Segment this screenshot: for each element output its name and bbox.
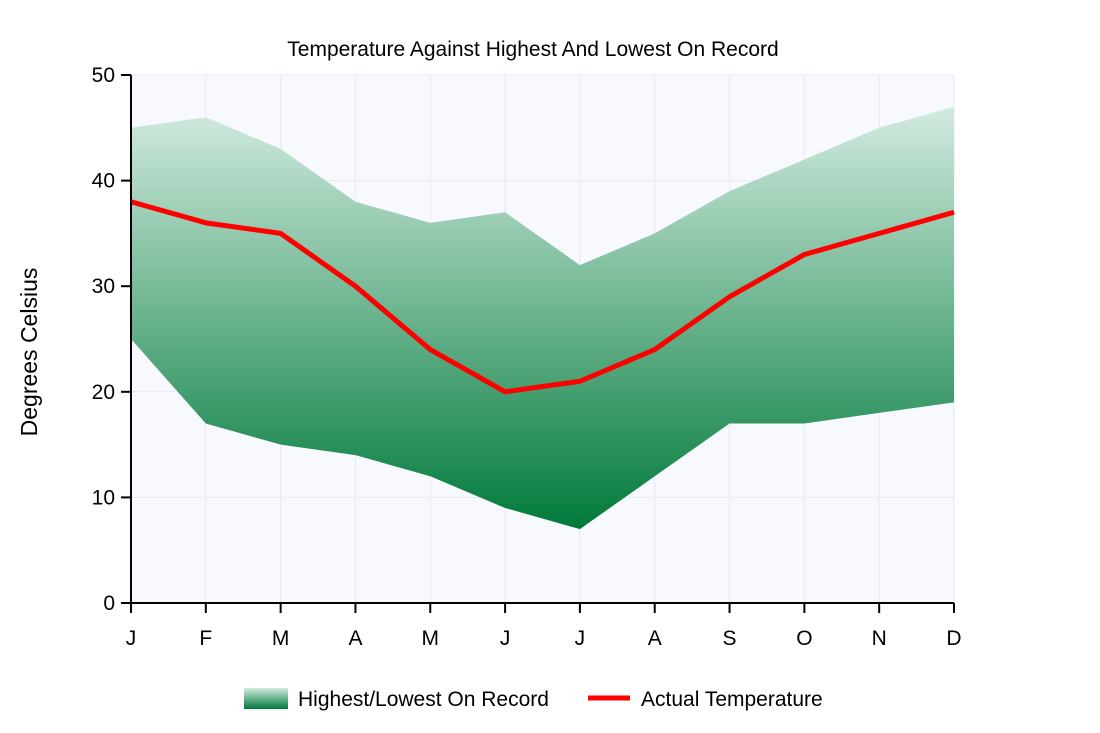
x-tick-label: N: [872, 627, 887, 650]
actual-temperature-line: [130, 199, 955, 395]
x-tick-label: M: [272, 627, 290, 650]
range-area: [131, 106, 954, 530]
y-tick-label: 10: [92, 486, 115, 509]
y-tick-label: 30: [92, 275, 115, 298]
x-tick-label: J: [500, 627, 511, 650]
x-tick-label: J: [575, 627, 586, 650]
x-tick-label: M: [422, 627, 440, 650]
axes: [130, 75, 954, 613]
chart-title: Temperature Against Highest And Lowest O…: [287, 38, 778, 61]
x-tick-label: F: [199, 627, 212, 650]
x-tick-label: O: [796, 627, 812, 650]
x-tick-label: A: [348, 627, 362, 650]
x-tick-label: S: [723, 627, 737, 650]
x-tick-label: D: [946, 627, 961, 650]
legend-swatch-range: [244, 688, 288, 709]
y-tick-label: 50: [92, 64, 115, 87]
y-axis-ticks: 0 10 20 30 40 50: [92, 64, 131, 615]
x-tick-label: A: [648, 627, 662, 650]
x-tick-label: J: [126, 627, 137, 650]
y-tick-label: 40: [92, 170, 115, 193]
y-tick-label: 20: [92, 381, 115, 404]
legend-label-line: Actual Temperature: [641, 688, 823, 711]
y-tick-label: 0: [103, 592, 115, 615]
y-axis-title: Degrees Celsius: [16, 268, 42, 437]
legend: Highest/Lowest On Record Actual Temperat…: [244, 688, 823, 711]
legend-label-range: Highest/Lowest On Record: [298, 688, 549, 711]
